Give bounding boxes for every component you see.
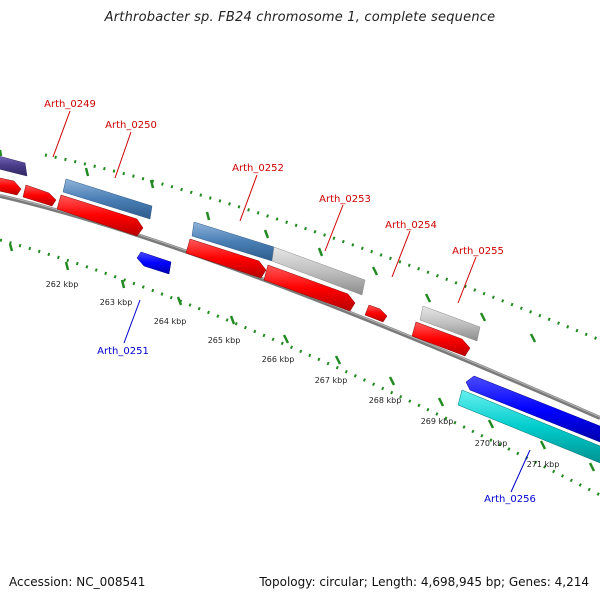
outer-major-ticks: [0, 149, 537, 343]
gene-features: [0, 155, 600, 465]
gene-feature[interactable]: [0, 155, 28, 177]
accession-text: Accession: NC_008541: [9, 575, 146, 589]
scale-label: 265 kbp: [208, 336, 241, 345]
gene-label[interactable]: Arth_0250: [105, 120, 157, 131]
gene-label[interactable]: Arth_0254: [385, 220, 437, 231]
gene-feature[interactable]: [0, 177, 22, 196]
gene-feature[interactable]: [56, 194, 144, 237]
gene-feature[interactable]: [465, 375, 600, 444]
gene-feature[interactable]: [136, 251, 172, 275]
scale-label: 263 kbp: [100, 298, 133, 307]
gene-feature[interactable]: [185, 238, 267, 279]
scale-label: 262 kbp: [46, 280, 79, 289]
scale-labels: 262 kbp 263 kbp 264 kbp 265 kbp 266 kbp …: [46, 280, 560, 469]
gene-label[interactable]: Arth_0251: [97, 346, 149, 357]
chromosome-backbone: [0, 194, 600, 420]
gene-feature[interactable]: [271, 246, 366, 296]
scale-label: 266 kbp: [262, 355, 295, 364]
outer-tick-ring: [44, 153, 600, 342]
gene-feature[interactable]: [263, 264, 356, 312]
gene-feature[interactable]: [419, 305, 481, 342]
gene-feature[interactable]: [62, 178, 153, 220]
label-leader-lines: [52, 110, 531, 493]
gene-label[interactable]: Arth_0256: [484, 494, 536, 505]
gene-feature[interactable]: [411, 321, 471, 357]
gene-labels: Arth_0249 Arth_0250 Arth_0252 Arth_0253 …: [44, 99, 536, 505]
gene-feature[interactable]: [22, 184, 57, 207]
gene-feature[interactable]: [457, 389, 600, 465]
gene-label[interactable]: Arth_0253: [319, 194, 371, 205]
gene-label[interactable]: Arth_0252: [232, 163, 284, 174]
scale-label: 268 kbp: [369, 396, 402, 405]
map-title: Arthrobacter sp. FB24 chromosome 1, comp…: [104, 10, 496, 25]
scale-label: 264 kbp: [154, 317, 187, 326]
gene-label[interactable]: Arth_0255: [452, 246, 504, 257]
gene-feature[interactable]: [364, 304, 388, 323]
genome-summary-text: Topology: circular; Length: 4,698,945 bp…: [259, 575, 589, 589]
scale-label: 271 kbp: [527, 460, 560, 469]
inner-major-ticks: [8, 243, 596, 472]
gene-label[interactable]: Arth_0249: [44, 99, 96, 110]
chromosome-backbone-highlight: [0, 194, 600, 418]
scale-label: 270 kbp: [475, 439, 508, 448]
scale-label: 267 kbp: [315, 376, 348, 385]
scale-label: 269 kbp: [421, 417, 454, 426]
